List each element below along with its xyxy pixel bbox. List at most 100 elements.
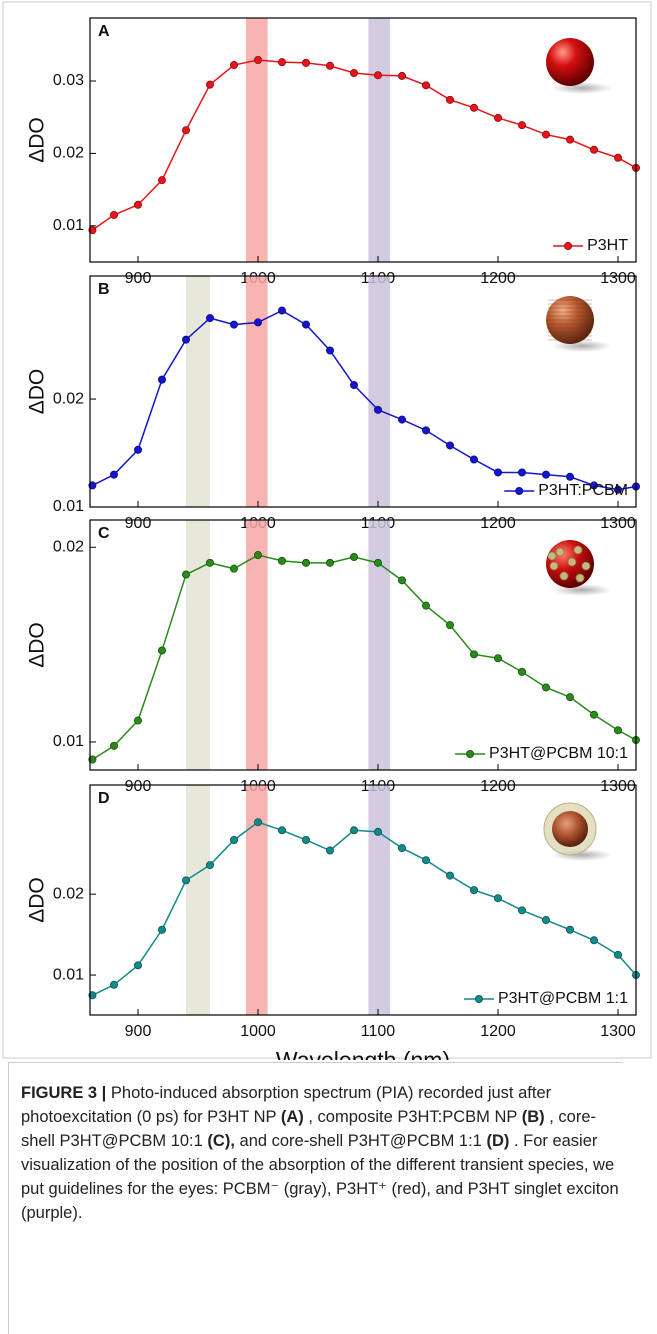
figure-frame <box>2 1 652 1059</box>
x-tick-label: 1000 <box>240 1023 276 1040</box>
data-point <box>253 55 262 64</box>
data-point <box>133 445 142 454</box>
data-point <box>469 455 478 464</box>
data-point <box>110 470 119 479</box>
data-point <box>493 113 502 122</box>
caption-text: (B) <box>521 1108 545 1126</box>
data-point <box>205 80 214 89</box>
caption-text: , composite P3HT:PCBM NP <box>308 1108 518 1126</box>
guide-band <box>246 520 268 770</box>
data-point <box>205 861 214 870</box>
data-point <box>110 210 119 219</box>
data-point <box>373 405 382 414</box>
panel-label: B <box>98 281 110 298</box>
caption-text: and core-shell P3HT@PCBM 1:1 <box>239 1132 482 1150</box>
data-point <box>373 827 382 836</box>
data-point <box>542 130 551 139</box>
data-point <box>253 818 262 827</box>
legend-label: P3HT@PCBM 10:1 <box>489 745 628 762</box>
data-point <box>518 121 527 130</box>
plot-frame <box>89 519 637 771</box>
data-point <box>397 576 406 585</box>
caption-text: (A) <box>280 1108 304 1126</box>
data-point <box>229 835 238 844</box>
data-point <box>301 558 310 567</box>
y-tick-label: 0.01 <box>53 733 84 750</box>
data-point <box>133 716 142 725</box>
data-point <box>277 556 286 565</box>
y-tick-label: 0.03 <box>53 72 84 89</box>
series-line <box>92 821 637 996</box>
data-point <box>373 558 382 567</box>
x-tick-label: 1200 <box>480 778 516 795</box>
sphere-dot <box>575 573 585 583</box>
series-line <box>91 554 637 761</box>
data-point <box>493 468 502 477</box>
x-axis-label: Wavelength (nm) <box>276 1047 450 1060</box>
y-tick-label: 0.01 <box>53 966 84 983</box>
data-point <box>181 876 190 885</box>
series-line <box>91 59 637 231</box>
data-point <box>301 835 310 844</box>
legend-label: P3HT:PCBM <box>538 482 628 499</box>
guide-band <box>368 18 390 262</box>
data-point <box>229 320 238 329</box>
data-point <box>566 135 575 144</box>
data-point <box>373 71 382 80</box>
data-point <box>566 693 575 702</box>
data-point <box>542 470 551 479</box>
guide-band <box>246 785 268 1015</box>
data-point <box>566 472 575 481</box>
sphere-dot <box>555 547 565 557</box>
data-point <box>157 176 166 185</box>
panel-label: C <box>98 525 110 542</box>
sphere-dot <box>567 557 577 567</box>
data-point <box>205 314 214 323</box>
plot-frame <box>89 17 637 263</box>
data-point <box>349 552 358 561</box>
data-point <box>181 126 190 135</box>
data-point <box>253 318 262 327</box>
data-point <box>133 200 142 209</box>
data-point <box>614 485 623 494</box>
caption-text: (C), <box>207 1132 235 1150</box>
data-point <box>614 153 623 162</box>
data-point <box>397 844 406 853</box>
caption: FIGURE 3 | Photo-induced absorption spec… <box>8 1062 623 1334</box>
data-point <box>518 468 527 477</box>
y-tick-label: 0.02 <box>53 885 84 902</box>
data-point <box>157 925 166 934</box>
figure: 0.01 0.02 0.03 900 1000 1100 1200 1300 ΔDO A P3HT 0… <box>2 1 652 1060</box>
legend-marker <box>466 750 475 759</box>
data-point <box>157 646 166 655</box>
plot-frame <box>89 784 637 1016</box>
sphere-dot <box>573 545 583 555</box>
y-axis-label: ΔDO <box>26 117 49 163</box>
data-point <box>445 621 454 630</box>
plot-frame <box>89 275 637 508</box>
data-point <box>349 381 358 390</box>
data-point <box>590 710 599 719</box>
data-point <box>614 950 623 959</box>
data-point <box>110 741 119 750</box>
guide-band <box>186 276 210 507</box>
sphere-dot <box>547 551 557 561</box>
data-point <box>445 871 454 880</box>
data-point <box>518 667 527 676</box>
x-tick-label: 1300 <box>600 1023 636 1040</box>
data-point <box>325 346 334 355</box>
data-point <box>88 755 97 764</box>
y-tick-label: 0.02 <box>53 538 84 555</box>
data-point <box>590 936 599 945</box>
caption-text: (D) <box>486 1132 510 1150</box>
data-point <box>566 925 575 934</box>
data-point <box>397 415 406 424</box>
data-point <box>469 650 478 659</box>
data-point <box>277 58 286 67</box>
data-point <box>469 886 478 895</box>
y-tick-label: 0.02 <box>53 145 84 162</box>
x-tick-label: 1200 <box>480 515 516 532</box>
data-point <box>542 683 551 692</box>
data-point <box>421 856 430 865</box>
x-tick-label: 900 <box>125 515 152 532</box>
